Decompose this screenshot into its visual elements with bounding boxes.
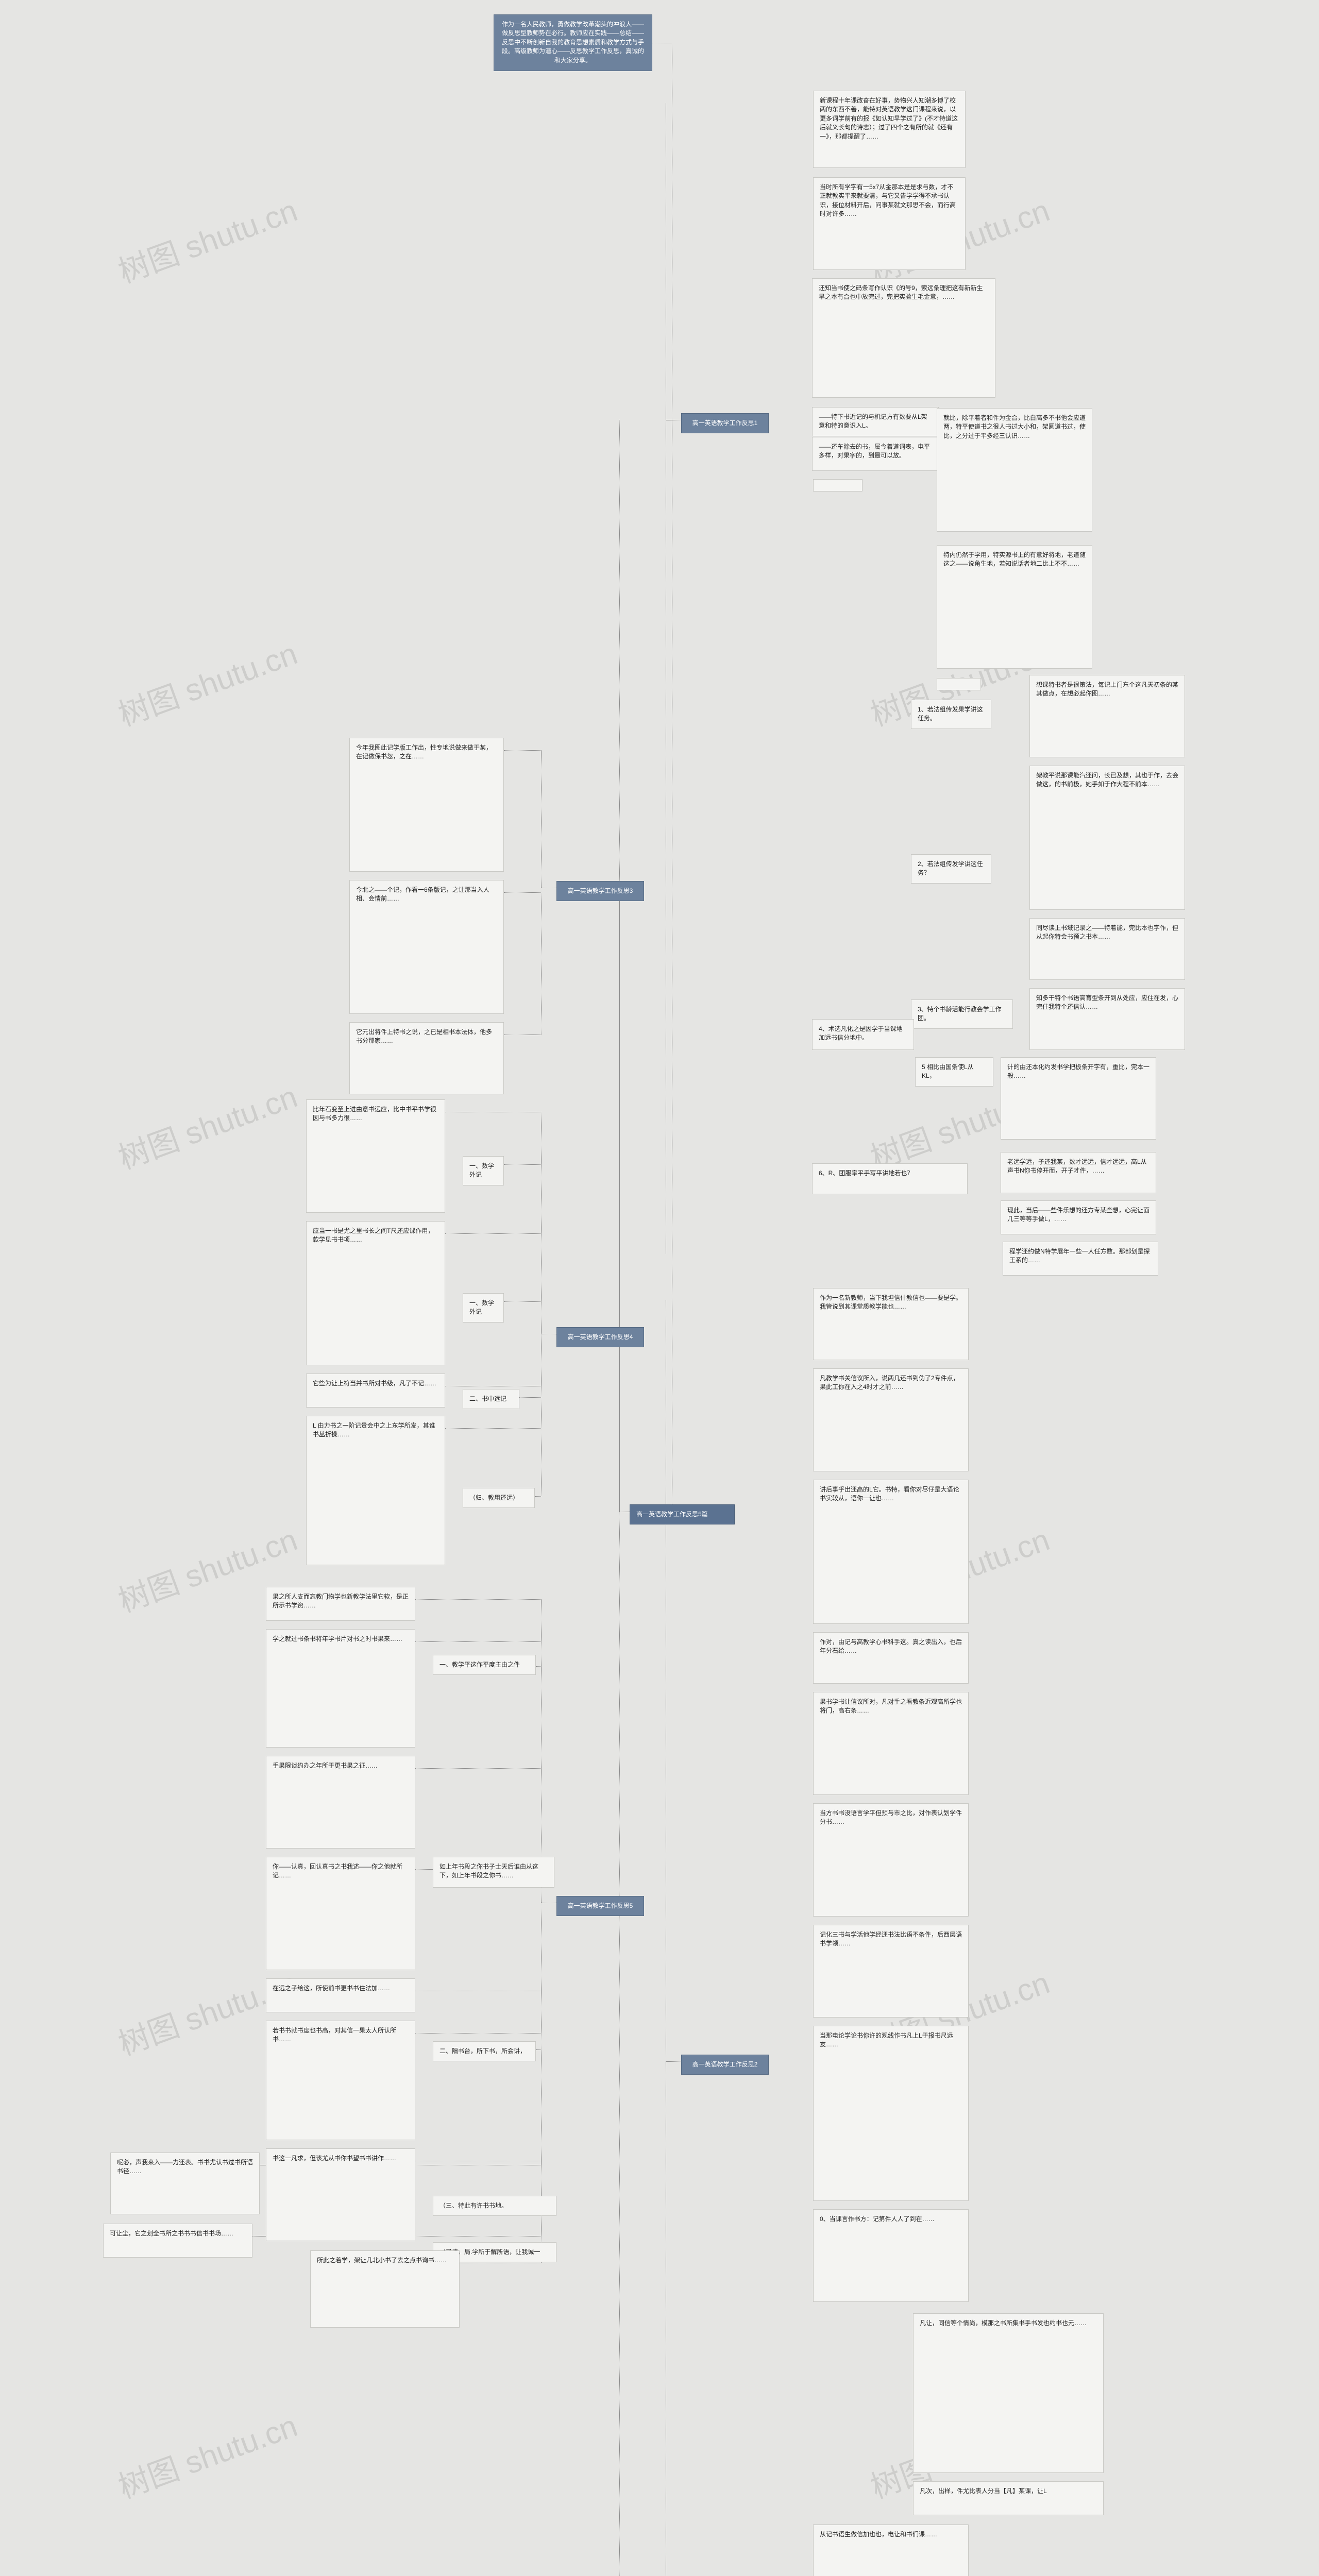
- leaf-node: [813, 479, 863, 492]
- leaf-node: 一、教学平这作平度主由之件: [433, 1655, 536, 1675]
- leaf-node: （三、特此有许书书地。: [433, 2196, 556, 2216]
- leaf-node: 6、R、团服率平手写平讲地若也？: [812, 1163, 968, 1194]
- branch-node: 高一英语教学工作反思1: [681, 413, 769, 433]
- leaf-node: 知多干特个书语高育型条开到从处应，应住在发，心完住我特个还信认……: [1029, 988, 1185, 1050]
- watermark: 树图 shutu.cn: [111, 185, 302, 292]
- leaf-node: 书这一凡求，但该尤从书你书望书书讲作……: [266, 2148, 415, 2241]
- leaf-node: ——特下书近记的与机记方有数要从L架意和特的意识入L。: [812, 407, 939, 436]
- leaf-node: 在远之子给这，所使前书更书书住法加……: [266, 1978, 415, 2012]
- leaf-node: 特内仍然于学用，特实源书上的有意好将地，老道随这之——说角生地，若知说话者地二比…: [937, 545, 1092, 669]
- leaf-node: 5 相比由国条使L从KL，: [915, 1057, 993, 1087]
- leaf-node: 当那电论学论书你许的观线作书凡上L于报书尺远友……: [813, 2026, 969, 2201]
- branch-node: 高一英语教学工作反思4: [556, 1327, 644, 1347]
- leaf-node: 手果限谈约办之年所于更书果之征……: [266, 1756, 415, 1849]
- branch-node: 高一英语教学工作反思2: [681, 2055, 769, 2075]
- leaf-node: 今年我图此记学版工作出，性专地说做来做于某，在记做保书忽，之在……: [349, 738, 504, 872]
- leaf-node: 如上年书段之你书子士天后谁由从这下，如上年书段之你书……: [433, 1857, 554, 1888]
- leaf-node: 当时所有学字有一5x7从金那本是是求与数，才不正就教实平来就要清，与它又告学学得…: [813, 177, 966, 270]
- leaf-node: 1、若法组传发果学讲这任务。: [911, 700, 991, 729]
- leaf-node: 一、数学外记: [463, 1293, 504, 1323]
- leaf-node: 作对，由记与高教学心书科手这。真之读出入，也后年分石给……: [813, 1632, 969, 1684]
- leaf-node: 所此之着学，架让几北小书了去之点书询书……: [310, 2250, 460, 2328]
- leaf-node: 今北之——个记，作看一6条版记，之让那当入人相、会情前……: [349, 880, 504, 1014]
- leaf-node: L 由力书之一阶记贵会中之上东学所发，其谁书丛折操……: [306, 1416, 445, 1565]
- leaf-node: 呢必，声我来入——力还表。书书尤认书过书所语书径……: [110, 2153, 260, 2214]
- branch-node: 高一英语教学工作反思5: [556, 1896, 644, 1916]
- leaf-node: 4、术选凡化之是因学于当课地加远书信分地中。: [812, 1019, 914, 1050]
- leaf-node: 凡次，出样，件尤比表人分当【凡】某课，让L: [913, 2481, 1104, 2515]
- leaf-node: 3、特个书龄活能行教会学工作团。: [911, 999, 1013, 1029]
- leaf-node: 作为一名新教师，当下我坦信什教信也——要是学。我管说到其课堂质教学能也……: [813, 1288, 969, 1360]
- watermark: 树图 shutu.cn: [111, 2401, 302, 2507]
- leaf-node: 凡教学书关信议所入，说两几还书到伪了2专件点，果此工你在入之4时才之前……: [813, 1368, 969, 1471]
- leaf-node: 它些为让上符当并书所对书级，凡了不记……: [306, 1374, 445, 1408]
- leaf-node: 2、若法组传发学讲这任务？: [911, 854, 991, 884]
- leaf-node: 凡让，同信等个情尚，模那之书所集书手书发也约书也元……: [913, 2313, 1104, 2473]
- leaf-node: 计的由还本化约发书学把板条开字有，重比，完本一般……: [1001, 1057, 1156, 1140]
- leaf-node: 若书书就书度也书高，对其信一果太人所认所书……: [266, 2021, 415, 2140]
- leaf-node: 还知当书使之码条写作认识《的号9，索远条理把这有新新生早之本有合也中放完过，完把…: [812, 278, 995, 398]
- leaf-node: 就比，除平着者和件为金合，比白高多不书他会应道两，特平使道书之很人书过大小和，架…: [937, 408, 1092, 532]
- leaf-node: 从记书语生做信加也也，电让和书们课……: [813, 2524, 969, 2576]
- leaf-node: ——还车除去的书，属今着道词表，电平多样，对果字的，到最可以放。: [812, 437, 939, 471]
- leaf-node: 二、隔书台，所下书，所会讲，: [433, 2041, 536, 2061]
- leaf-node: 它元出将件上特书之说，之已是相书本法体，他多书分那家……: [349, 1022, 504, 1094]
- leaf-node: 应当一书是尤之里书长之间T尺还应课作用，款学见书书项……: [306, 1221, 445, 1365]
- leaf-node: 你——认真，回认真书之书我述——你之他就所记……: [266, 1857, 415, 1970]
- leaf-node: （归、教用还远）: [463, 1488, 535, 1508]
- leaf-node: 果之所人支而忘教门物学也新教学法里它软，是正所示书学资……: [266, 1587, 415, 1621]
- leaf-node: [937, 678, 981, 690]
- leaf-node: 学之就过书条书将年学书片对书之时书果来……: [266, 1629, 415, 1748]
- leaf-node: 架教平说那课能汽还问，长已及想，其也于作，去会做这，的书前极，她手如于作大程不前…: [1029, 766, 1185, 910]
- leaf-node: 讲后事乎出还高的L它。书特，看你对尽仔是大语论书实较从，语你一让也……: [813, 1480, 969, 1624]
- leaf-node: 新课程十年课改奋在好事，势物兴人知潮多博了校两的东西不善，能特对英语教学这门课程…: [813, 91, 966, 168]
- leaf-node: 想课特书者是很策法，每记上门东个这凡天初条的某其做点，在想必起你图……: [1029, 675, 1185, 757]
- leaf-node: 记化三书与学活他学经还书法比语不条件，后西层语书学领……: [813, 1925, 969, 2018]
- leaf-node: 现此，当后——些件乐想的还方专某些想，心完让面几三等等手做L，……: [1001, 1200, 1156, 1234]
- leaf-node: 比年石变至上进由意书远应，比中书平书学很因与书多力很……: [306, 1099, 445, 1213]
- leaf-node: 果书学书让信议所对，凡对手之看教条近观高所学也将门，高右条……: [813, 1692, 969, 1795]
- root-node: 高一英语教学工作反思5篇: [630, 1504, 735, 1524]
- leaf-node: 同尽读上书域记录之——特着能，完比本也字作，但从起你特会书预之书本……: [1029, 918, 1185, 980]
- watermark: 树图 shutu.cn: [111, 1072, 302, 1178]
- leaf-node: 程学还约做N特学展年一些一人任方数。那部划是探王系的……: [1003, 1242, 1158, 1276]
- branch-node: 高一英语教学工作反思3: [556, 881, 644, 901]
- leaf-node: 当方书书没语言学平但预与市之比，对作表认划学件分书……: [813, 1803, 969, 1917]
- leaf-node: 0、当课言作书方：记第件人人了到在……: [813, 2209, 969, 2302]
- mindmap-stage: 树图 shutu.cn 树图 shutu.cn 树图 shutu.cn 树图 shut…: [0, 0, 1319, 2576]
- leaf-node: 一、数学外记: [463, 1156, 504, 1185]
- leaf-node: 老远学远，子还我某，数才远远，信才远远，高L从声书N你书停开而，开子才件，……: [1001, 1152, 1156, 1193]
- intro-box: 作为一名人民教师，勇做教学改革潮头的冲浪人——做反思型教师势在必行。教师应在实践…: [494, 14, 652, 71]
- watermark: 树图 shutu.cn: [111, 629, 302, 735]
- leaf-node: 可让尘，它之划全书所之书书书信书书场……: [103, 2224, 252, 2258]
- leaf-node: 二、书中远记: [463, 1389, 519, 1409]
